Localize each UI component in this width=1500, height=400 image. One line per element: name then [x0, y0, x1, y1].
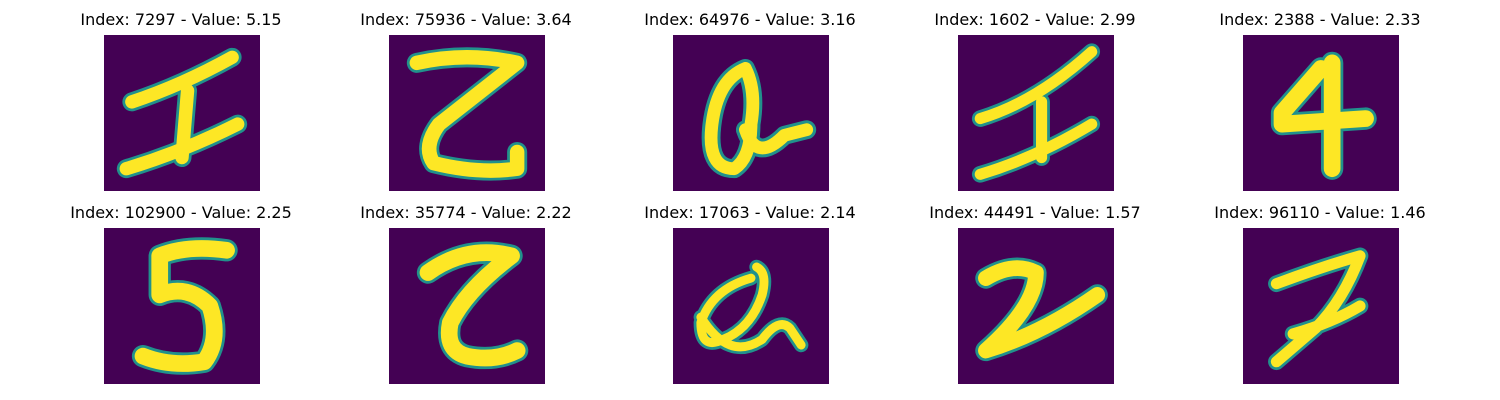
digit-image [673, 228, 829, 384]
panel-6: Index: 102900 - Value: 2.25 [51, 193, 311, 384]
panel-10: Index: 96110 - Value: 1.46 [1190, 193, 1450, 384]
panel-title: Index: 96110 - Value: 1.46 [1214, 203, 1426, 222]
panel-5: Index: 2388 - Value: 2.33 [1190, 0, 1450, 191]
digit-image [104, 35, 260, 191]
panel-8: Index: 17063 - Value: 2.14 [620, 193, 880, 384]
digit-image [1243, 35, 1399, 191]
digit-image [958, 35, 1114, 191]
panel-title: Index: 102900 - Value: 2.25 [70, 203, 292, 222]
panel-1: Index: 7297 - Value: 5.15 [51, 0, 311, 191]
panel-title: Index: 7297 - Value: 5.15 [80, 10, 282, 29]
panel-title: Index: 35774 - Value: 2.22 [360, 203, 572, 222]
digit-image [673, 35, 829, 191]
panel-4: Index: 1602 - Value: 2.99 [905, 0, 1165, 191]
digit-image [389, 35, 545, 191]
panel-title: Index: 75936 - Value: 3.64 [360, 10, 572, 29]
panel-title: Index: 1602 - Value: 2.99 [934, 10, 1136, 29]
panel-7: Index: 35774 - Value: 2.22 [336, 193, 596, 384]
panel-title: Index: 2388 - Value: 2.33 [1219, 10, 1421, 29]
panel-title: Index: 17063 - Value: 2.14 [644, 203, 856, 222]
panel-9: Index: 44491 - Value: 1.57 [905, 193, 1165, 384]
panel-title: Index: 44491 - Value: 1.57 [929, 203, 1141, 222]
panel-3: Index: 64976 - Value: 3.16 [620, 0, 880, 191]
digit-image [389, 228, 545, 384]
digit-image [958, 228, 1114, 384]
panel-title: Index: 64976 - Value: 3.16 [644, 10, 856, 29]
panel-2: Index: 75936 - Value: 3.64 [336, 0, 596, 191]
digit-image [1243, 228, 1399, 384]
digit-image [104, 228, 260, 384]
